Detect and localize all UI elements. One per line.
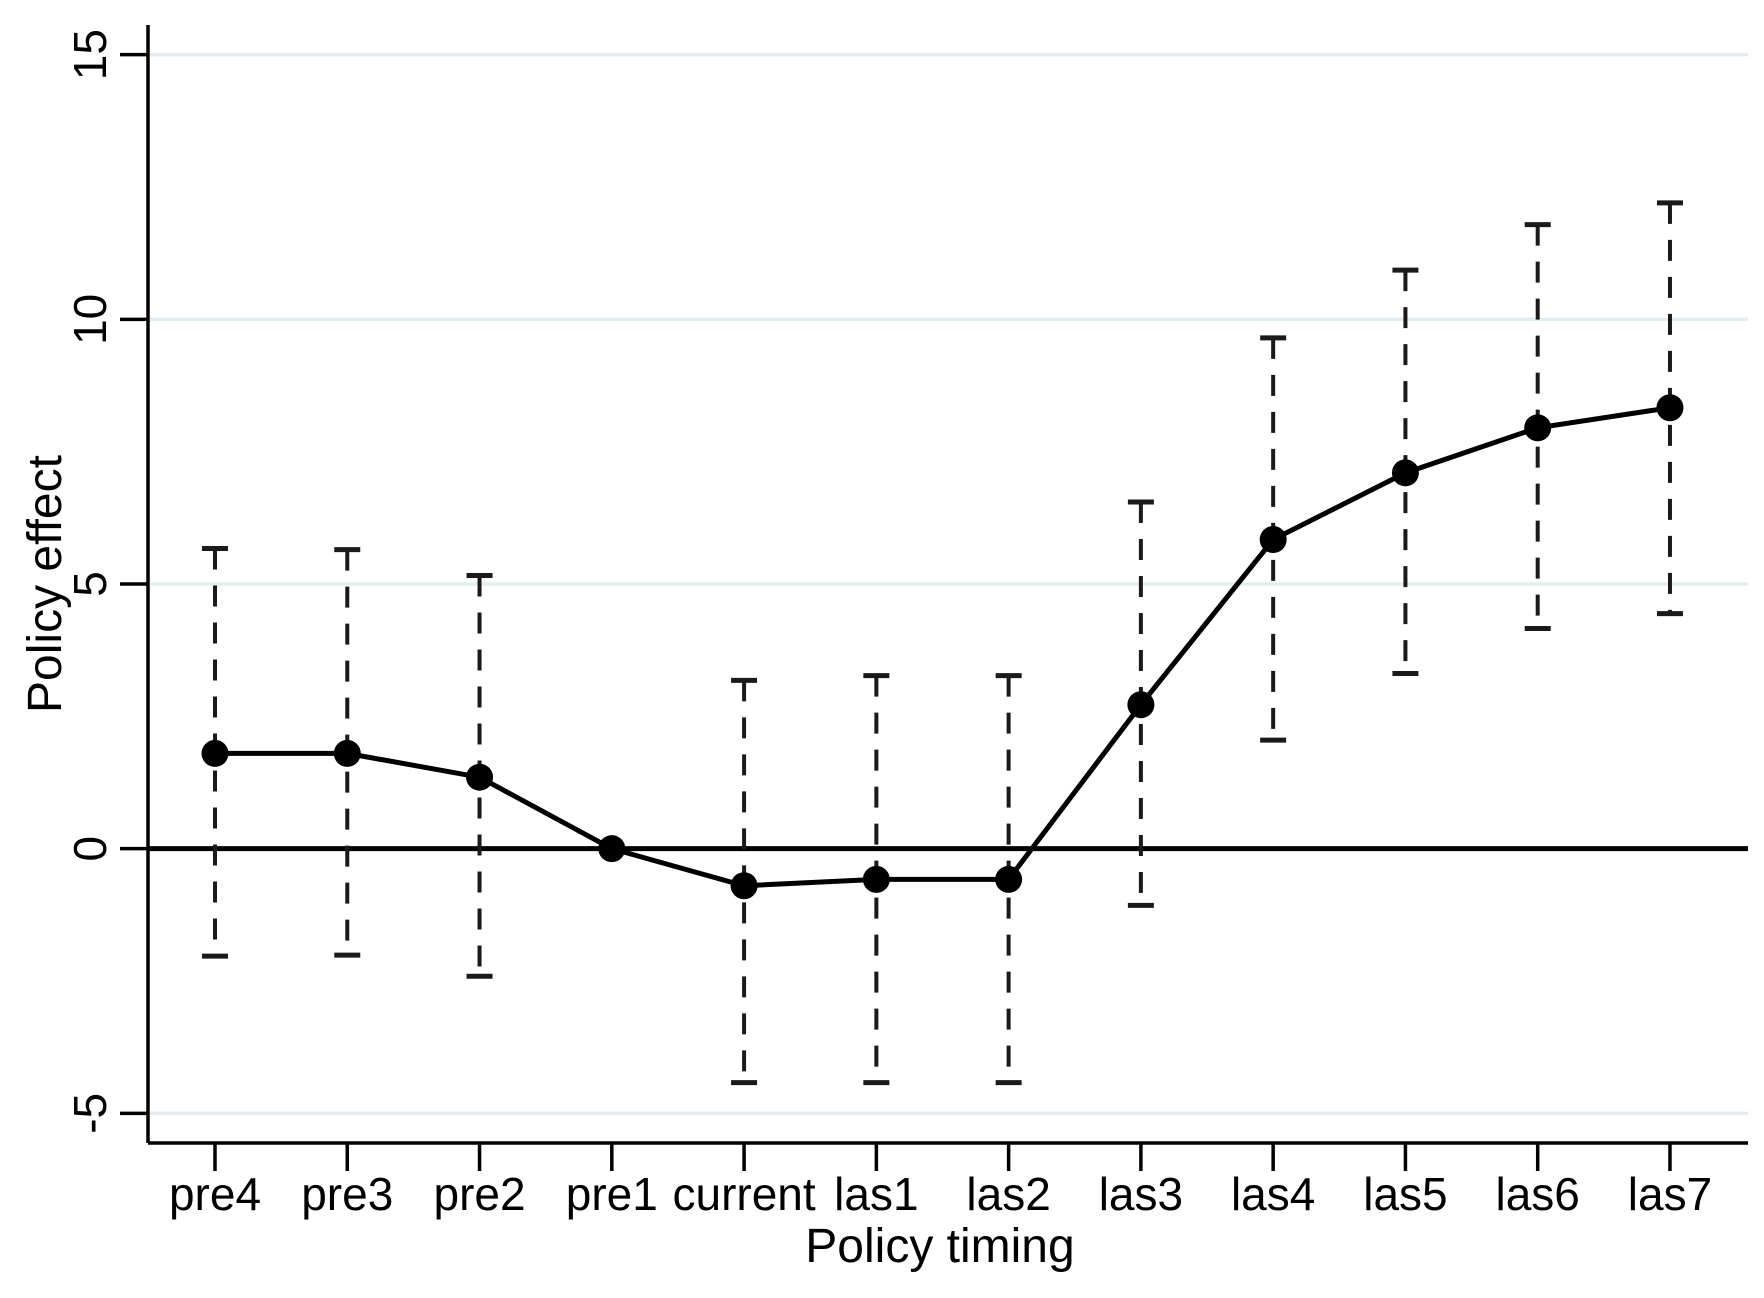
confidence-intervals-layer bbox=[202, 200, 1683, 1086]
x-tick-label: las7 bbox=[1628, 1168, 1712, 1220]
data-point bbox=[1656, 394, 1684, 422]
x-tick-label: las6 bbox=[1496, 1168, 1580, 1220]
series-line bbox=[215, 405, 1671, 889]
axes-layer bbox=[120, 25, 1748, 1171]
data-point bbox=[598, 835, 626, 863]
x-tick-label: las1 bbox=[834, 1168, 918, 1220]
y-tick-label: 0 bbox=[64, 836, 116, 862]
data-point bbox=[995, 865, 1023, 893]
y-tick-label: 15 bbox=[64, 29, 116, 80]
data-point bbox=[730, 872, 758, 900]
x-tick-label: las4 bbox=[1231, 1168, 1315, 1220]
series-layer bbox=[201, 394, 1684, 900]
x-tick-label: las2 bbox=[966, 1168, 1050, 1220]
x-tick-label: current bbox=[672, 1168, 815, 1220]
x-tick-label: las3 bbox=[1099, 1168, 1183, 1220]
x-tick-label: pre2 bbox=[434, 1168, 526, 1220]
data-point bbox=[1391, 459, 1419, 487]
gridlines-layer bbox=[148, 52, 1748, 1116]
data-point bbox=[1127, 691, 1155, 719]
x-axis-title: Policy timing bbox=[805, 1220, 1074, 1273]
data-point bbox=[1259, 526, 1287, 554]
data-point bbox=[862, 865, 890, 893]
data-point bbox=[333, 739, 361, 767]
x-tick-label: pre4 bbox=[169, 1168, 261, 1220]
y-axis-title: Policy effect bbox=[19, 455, 72, 713]
x-tick-label: pre1 bbox=[566, 1168, 658, 1220]
y-tick-label: 10 bbox=[64, 294, 116, 345]
y-tick-label: 5 bbox=[64, 571, 116, 597]
data-point bbox=[466, 763, 494, 791]
data-point bbox=[201, 739, 229, 767]
x-tick-label: pre3 bbox=[301, 1168, 393, 1220]
y-tick-label: -5 bbox=[64, 1093, 116, 1134]
tick-labels-layer: -5 0 5 10 15 pre4 pre3 pre2 pre1 current las1 las2 l… bbox=[64, 29, 1712, 1220]
data-point bbox=[1524, 414, 1552, 442]
x-tick-label: las5 bbox=[1363, 1168, 1447, 1220]
